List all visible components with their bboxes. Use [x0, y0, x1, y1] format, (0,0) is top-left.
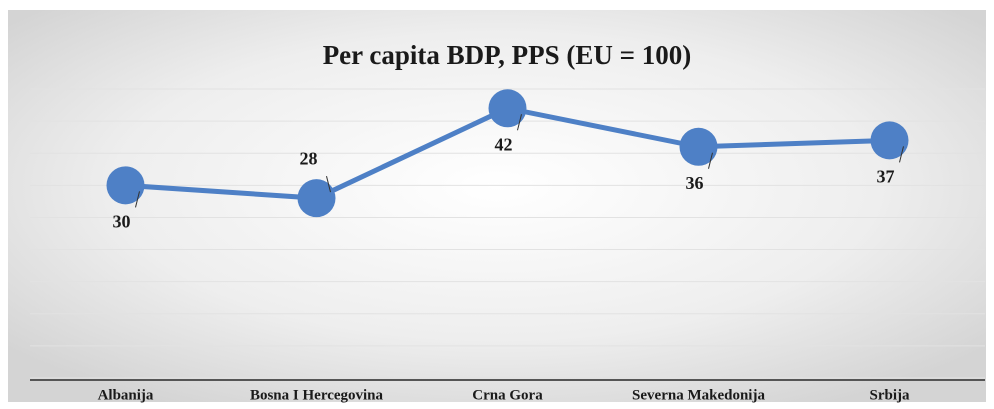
marker — [297, 179, 336, 218]
x-tick-label: Srbija — [869, 387, 910, 403]
marker — [488, 89, 527, 128]
x-tick-label: Albanija — [98, 387, 154, 403]
marker — [870, 121, 909, 160]
chart-background — [8, 10, 986, 402]
data-label: 36 — [686, 173, 704, 193]
leader-line — [517, 114, 522, 131]
leader-line — [326, 176, 331, 193]
data-label: 42 — [495, 134, 513, 154]
x-tick-label: Severna Makedonija — [632, 387, 765, 403]
leader-line — [135, 191, 140, 208]
x-tick-label: Bosna I Hercegovina — [250, 387, 384, 403]
marker — [679, 127, 718, 166]
data-label: 30 — [113, 211, 131, 231]
data-label: 28 — [300, 148, 318, 168]
chart-title: Per capita BDP, PPS (EU = 100) — [323, 40, 692, 70]
marker — [106, 166, 145, 205]
x-tick-label: Crna Gora — [472, 387, 543, 403]
leader-line — [708, 152, 713, 169]
data-label: 37 — [877, 167, 895, 187]
leader-line — [899, 146, 904, 163]
